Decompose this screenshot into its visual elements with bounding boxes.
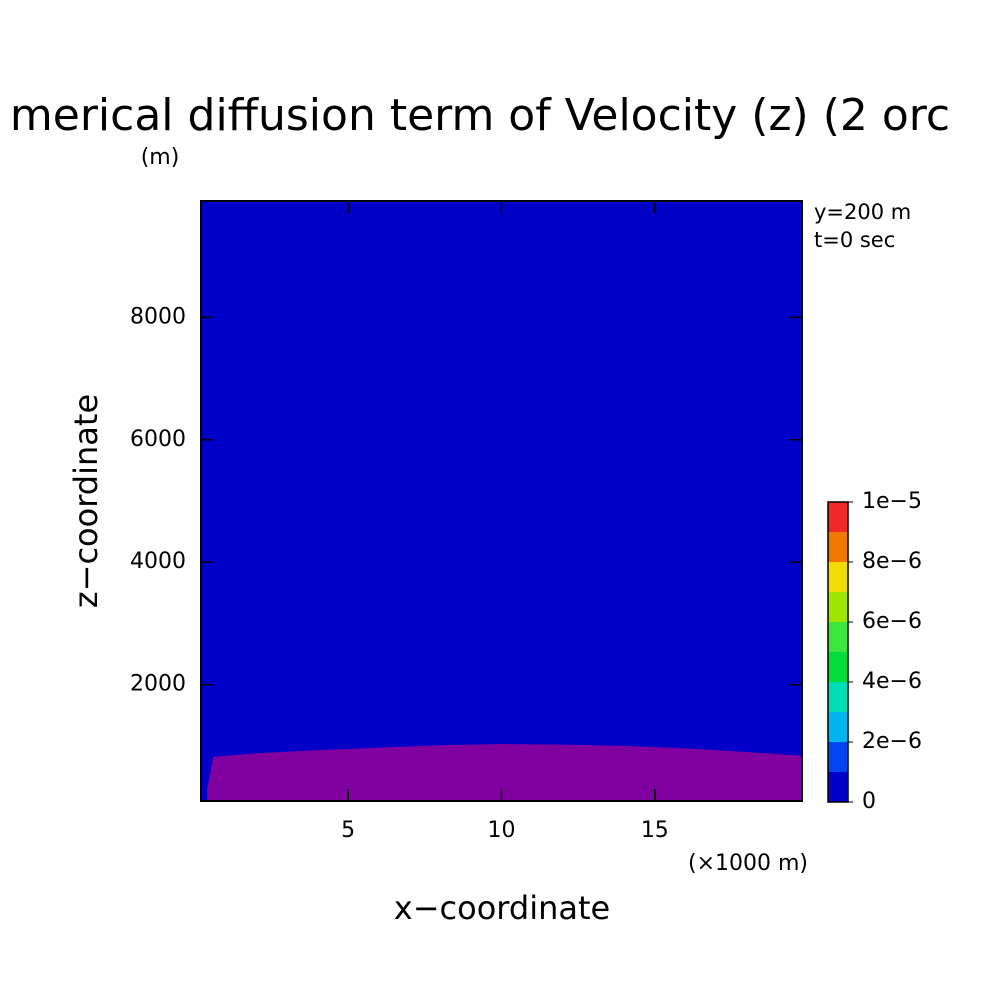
annotation: t=0 sec: [814, 228, 895, 252]
colorbar-tick-label: 1e−5: [862, 489, 922, 514]
contour-fill: [201, 201, 802, 801]
colorbar-tick-label: 6e−6: [862, 609, 922, 634]
colorbar-tick-label: 0: [862, 789, 876, 814]
colorbar-swatch: [828, 652, 848, 682]
colorbar-swatch: [828, 712, 848, 742]
colorbar-swatch: [828, 592, 848, 622]
y-unit: (m): [141, 145, 180, 170]
x-tick-label: 15: [641, 818, 669, 843]
x-axis-label: x−coordinate: [394, 889, 610, 927]
x-tick-label: 10: [488, 818, 516, 843]
colorbar-tick-label: 2e−6: [862, 729, 922, 754]
chart-title: merical diffusion term of Velocity (z) (…: [10, 90, 950, 141]
colorbar-swatch: [828, 532, 848, 562]
colorbar-swatch: [828, 742, 848, 772]
y-tick-label: 4000: [130, 549, 186, 574]
x-unit: (×1000 m): [688, 851, 808, 876]
colorbar-swatch: [828, 682, 848, 712]
colorbar-tick-label: 8e−6: [862, 549, 922, 574]
colorbar-frame: [827, 501, 849, 803]
x-tick-label: 5: [341, 818, 355, 843]
colorbar-tick-label: 4e−6: [862, 669, 922, 694]
colorbar-swatch: [828, 622, 848, 652]
colorbar-swatch: [828, 562, 848, 592]
colorbar-swatch: [828, 502, 848, 532]
annotation: y=200 m: [814, 200, 911, 224]
contour-region: [207, 744, 802, 801]
y-axis-label: z−coordinate: [67, 394, 105, 608]
y-tick-label: 8000: [130, 304, 186, 329]
y-tick-label: 2000: [130, 672, 186, 697]
colorbar-swatch: [828, 772, 848, 802]
y-tick-label: 6000: [130, 427, 186, 452]
